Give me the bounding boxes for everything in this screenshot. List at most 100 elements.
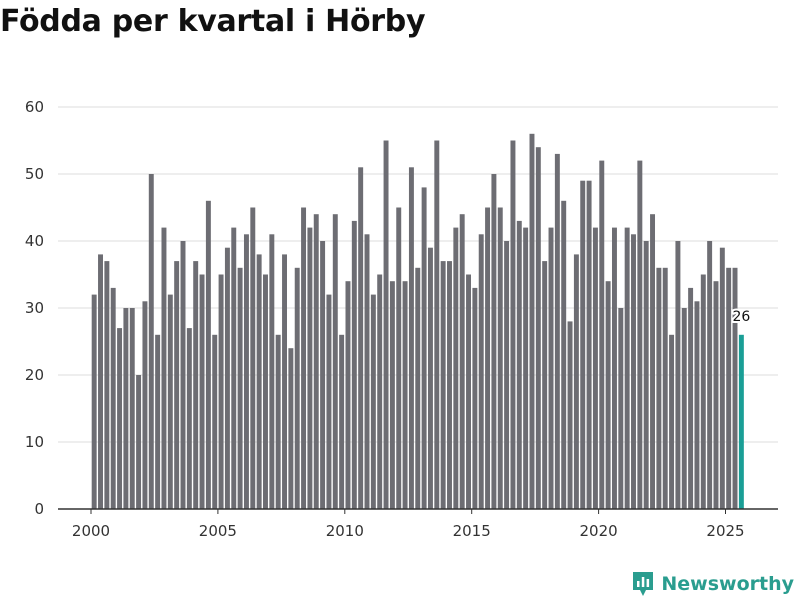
bar bbox=[199, 274, 205, 509]
bar bbox=[611, 227, 617, 509]
bar bbox=[580, 180, 586, 509]
y-tick-label: 0 bbox=[34, 500, 44, 518]
bar bbox=[516, 220, 522, 509]
y-tick-label: 60 bbox=[25, 98, 44, 116]
x-tick-label: 2025 bbox=[706, 522, 744, 540]
bar bbox=[205, 200, 211, 510]
bar bbox=[573, 254, 579, 509]
bar bbox=[631, 234, 636, 510]
bar bbox=[294, 267, 300, 509]
bar bbox=[453, 227, 459, 509]
bar bbox=[326, 294, 332, 509]
y-tick-label: 50 bbox=[25, 165, 44, 183]
bar bbox=[370, 294, 376, 509]
bar bbox=[497, 207, 503, 509]
bar bbox=[288, 348, 294, 509]
bar bbox=[662, 267, 668, 509]
bar bbox=[732, 267, 738, 509]
bar bbox=[421, 187, 427, 509]
bar bbox=[186, 328, 192, 509]
bar bbox=[282, 254, 287, 509]
bar-chart: 0 10 20 30 40 50 60 2000 2005 2010 2015 2020 2025 26 bbox=[25, 98, 778, 540]
bar bbox=[415, 267, 421, 509]
bar bbox=[231, 227, 237, 509]
bar bbox=[129, 308, 135, 509]
bar bbox=[136, 375, 142, 509]
bar bbox=[123, 308, 129, 509]
x-tick-label: 2005 bbox=[199, 522, 237, 540]
bar bbox=[269, 234, 275, 510]
y-tick-label: 20 bbox=[25, 366, 44, 384]
bar bbox=[313, 214, 319, 509]
bar bbox=[529, 133, 535, 510]
bar bbox=[193, 261, 199, 509]
bar bbox=[218, 274, 224, 509]
bar bbox=[224, 247, 230, 509]
bar bbox=[485, 207, 491, 509]
bar bbox=[301, 207, 307, 509]
bar bbox=[713, 281, 719, 509]
bar bbox=[586, 180, 592, 509]
bar bbox=[681, 308, 687, 509]
bar bbox=[618, 308, 624, 509]
bar bbox=[459, 214, 465, 509]
bar bbox=[364, 234, 370, 510]
bar bbox=[427, 247, 433, 509]
bar bbox=[440, 261, 446, 509]
bar bbox=[377, 274, 383, 509]
bar bbox=[180, 241, 186, 509]
labels: 0 10 20 30 40 50 60 2000 2005 2010 2015 2020 2025 26 bbox=[25, 98, 752, 540]
bar bbox=[624, 227, 630, 509]
bar bbox=[142, 301, 148, 509]
bar bbox=[358, 167, 364, 510]
bars bbox=[91, 133, 744, 510]
bar bbox=[250, 207, 256, 509]
bar bbox=[535, 147, 541, 509]
axes bbox=[58, 508, 778, 514]
y-tick-label: 10 bbox=[25, 433, 44, 451]
bar bbox=[91, 294, 97, 509]
bar bbox=[650, 214, 656, 509]
brand-name: Newsworthy bbox=[661, 573, 794, 595]
bar bbox=[472, 287, 478, 509]
bar bbox=[389, 281, 395, 509]
bar bbox=[148, 174, 154, 509]
bar bbox=[707, 241, 713, 509]
brand-logo: Newsworthy bbox=[631, 568, 794, 600]
bar bbox=[719, 247, 725, 509]
x-tick-label: 2020 bbox=[580, 522, 618, 540]
bar bbox=[510, 140, 516, 509]
bar bbox=[478, 234, 484, 510]
x-tick-label: 2010 bbox=[326, 522, 364, 540]
bar bbox=[396, 207, 402, 509]
bar bbox=[332, 214, 338, 509]
bar bbox=[548, 227, 554, 509]
bar bbox=[320, 241, 326, 509]
bar bbox=[212, 334, 218, 509]
bar bbox=[174, 261, 180, 509]
bar bbox=[243, 234, 249, 510]
bar bbox=[466, 274, 471, 509]
y-tick-label: 30 bbox=[25, 299, 44, 317]
bar bbox=[700, 274, 706, 509]
bar bbox=[167, 294, 173, 509]
bar bbox=[98, 254, 103, 509]
x-tick-label: 2000 bbox=[72, 522, 110, 540]
bar bbox=[592, 227, 598, 509]
bar bbox=[656, 267, 662, 509]
bar bbox=[637, 160, 643, 509]
bar bbox=[307, 227, 313, 509]
bar bbox=[554, 153, 560, 509]
bar bbox=[561, 200, 567, 510]
bar bbox=[726, 267, 732, 509]
bar bbox=[675, 241, 681, 509]
bar bbox=[694, 301, 700, 509]
bar bbox=[491, 174, 497, 509]
bar bbox=[161, 227, 167, 509]
bar bbox=[256, 254, 262, 509]
newsworthy-logo-icon bbox=[633, 572, 654, 596]
bar bbox=[408, 167, 414, 510]
bar bbox=[567, 321, 573, 509]
bar bbox=[275, 334, 281, 509]
bar bbox=[339, 334, 345, 509]
